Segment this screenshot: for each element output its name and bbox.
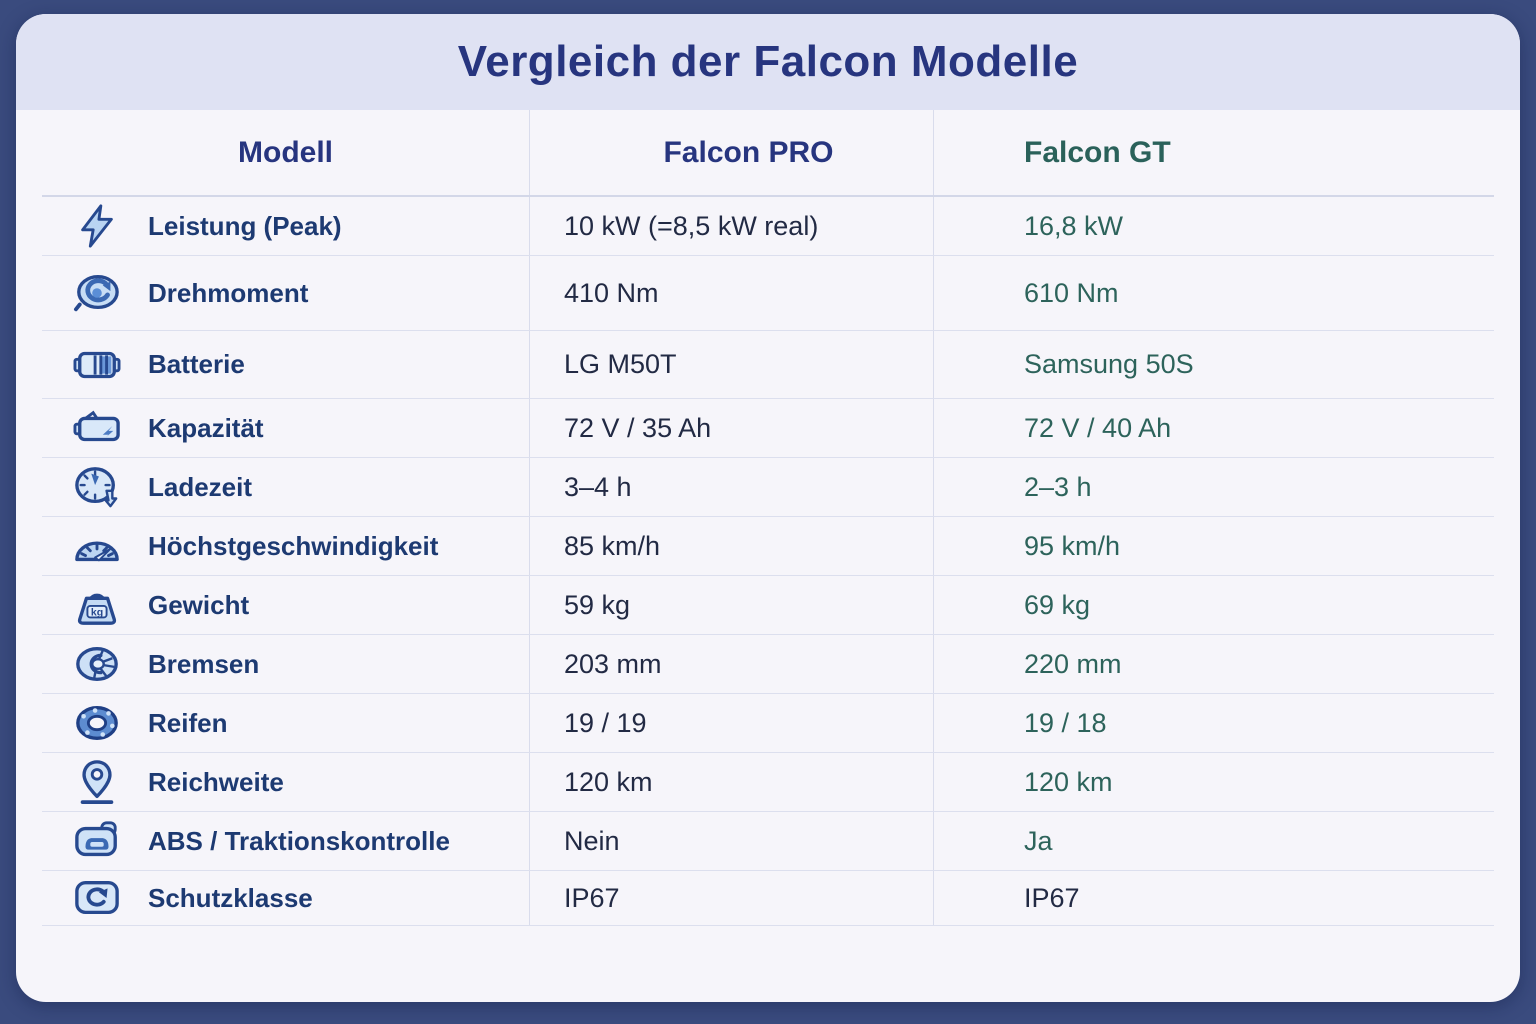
- torque-icon: [70, 269, 124, 317]
- battery-icon: [70, 341, 124, 389]
- table-row: Höchstgeschwindigkeit 85 km/h 95 km/h: [42, 517, 1494, 576]
- table-row: ABS / Traktionskontrolle Nein Ja: [42, 812, 1494, 871]
- spec-label: Reichweite: [148, 766, 284, 797]
- tire-icon: [70, 699, 124, 747]
- falcon-gt-value: 16,8 kW: [1024, 210, 1124, 241]
- falcon-gt-value: 69 kg: [1024, 589, 1091, 620]
- falcon-pro-value: IP67: [564, 882, 620, 913]
- spec-label: Ladezeit: [148, 471, 253, 502]
- falcon-pro-value: 19 / 19: [564, 707, 647, 738]
- table-row: Schutzklasse IP67 IP67: [42, 871, 1494, 926]
- lightning-bolt-icon: [70, 202, 124, 250]
- falcon-gt-value: Samsung 50S: [1024, 349, 1194, 379]
- falcon-pro-value: 410 Nm: [564, 277, 659, 308]
- table-row: Batterie LG M50T Samsung 50S: [42, 331, 1494, 399]
- weight-kg-icon: [70, 581, 124, 629]
- falcon-gt-value: 95 km/h: [1024, 530, 1121, 561]
- table-header-row: Modell Falcon PRO Falcon GT: [42, 110, 1494, 197]
- table-row: Ladezeit 3–4 h 2–3 h: [42, 458, 1494, 517]
- falcon-pro-value: LG M50T: [564, 349, 677, 379]
- falcon-gt-value: 610 Nm: [1024, 277, 1119, 308]
- falcon-pro-value: Nein: [564, 825, 620, 856]
- clock-icon: [70, 463, 124, 511]
- falcon-pro-value: 72 V / 35 Ah: [564, 412, 712, 443]
- spec-label: Reifen: [148, 707, 228, 738]
- column-header-falcon-gt: Falcon GT: [933, 110, 1494, 195]
- brake-disc-icon: [70, 640, 124, 688]
- falcon-gt-value: 220 mm: [1024, 648, 1122, 679]
- spec-label: Schutzklasse: [148, 882, 313, 913]
- table-row: Leistung (Peak) 10 kW (=8,5 kW real) 16,…: [42, 197, 1494, 256]
- table-row: Reichweite 120 km 120 km: [42, 753, 1494, 812]
- comparison-card: Vergleich der Falcon Modelle Modell Falc…: [16, 14, 1520, 1002]
- table-body: Leistung (Peak) 10 kW (=8,5 kW real) 16,…: [42, 197, 1494, 926]
- falcon-gt-value: IP67: [1024, 882, 1080, 913]
- spec-label: Drehmoment: [148, 277, 309, 308]
- falcon-gt-value: 72 V / 40 Ah: [1024, 412, 1172, 443]
- falcon-gt-value: 120 km: [1024, 766, 1113, 797]
- spec-label: Höchstgeschwindigkeit: [148, 530, 439, 561]
- falcon-pro-value: 10 kW (=8,5 kW real): [564, 210, 819, 241]
- speedometer-icon: [70, 522, 124, 570]
- falcon-gt-value: Ja: [1024, 825, 1053, 856]
- column-header-falcon-pro: Falcon PRO: [529, 110, 933, 195]
- spec-label: Bremsen: [148, 648, 260, 679]
- location-pin-icon: [70, 758, 124, 806]
- spec-label: Leistung (Peak): [148, 210, 342, 241]
- comparison-table: Modell Falcon PRO Falcon GT Leistung (Pe…: [16, 110, 1520, 926]
- falcon-gt-value: 19 / 18: [1024, 707, 1107, 738]
- column-header-model: Modell: [238, 135, 333, 169]
- falcon-pro-value: 120 km: [564, 766, 653, 797]
- spec-label: Kapazität: [148, 412, 264, 443]
- spec-label: Gewicht: [148, 589, 250, 620]
- table-row: Bremsen 203 mm 220 mm: [42, 635, 1494, 694]
- falcon-pro-value: 59 kg: [564, 589, 631, 620]
- table-row: Kapazität 72 V / 35 Ah 72 V / 40 Ah: [42, 399, 1494, 458]
- battery-charge-icon: [70, 404, 124, 452]
- falcon-gt-value: 2–3 h: [1024, 471, 1092, 502]
- title-band: Vergleich der Falcon Modelle: [16, 14, 1520, 110]
- table-row: Drehmoment 410 Nm 610 Nm: [42, 256, 1494, 331]
- spec-label: Batterie: [148, 349, 245, 379]
- falcon-pro-value: 203 mm: [564, 648, 662, 679]
- falcon-pro-value: 85 km/h: [564, 530, 661, 561]
- table-row: Gewicht 59 kg 69 kg: [42, 576, 1494, 635]
- falcon-pro-value: 3–4 h: [564, 471, 632, 502]
- abs-vehicle-icon: [70, 817, 124, 865]
- page-title: Vergleich der Falcon Modelle: [457, 37, 1079, 86]
- protection-class-icon: [70, 874, 124, 922]
- table-row: Reifen 19 / 19 19 / 18: [42, 694, 1494, 753]
- spec-label: ABS / Traktionskontrolle: [148, 825, 450, 856]
